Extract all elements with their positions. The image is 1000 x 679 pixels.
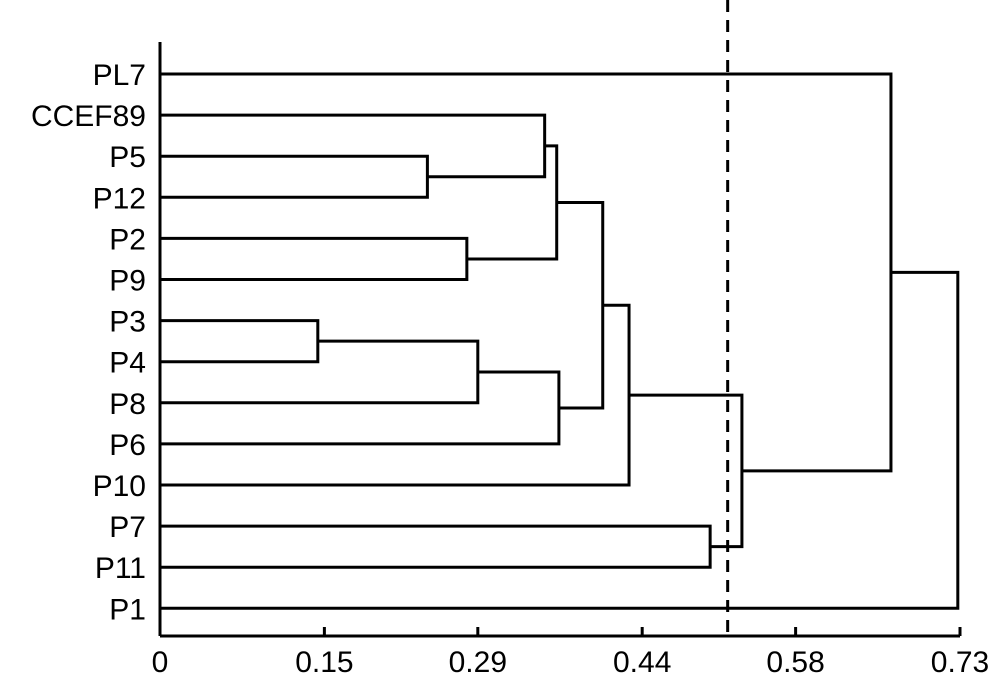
dendrogram-link-m11 bbox=[629, 393, 744, 549]
leaf-label-p7: P7 bbox=[109, 511, 146, 544]
dendrogram-link-m10 bbox=[160, 524, 712, 569]
leaf-label-p6: P6 bbox=[109, 429, 146, 462]
leaf-label-p10: P10 bbox=[93, 470, 146, 503]
leaf-label-ccef89: CCEF89 bbox=[31, 100, 146, 133]
dendrogram-link-m2 bbox=[160, 154, 429, 199]
x-axis-ticks: 0 0.15 0.29 0.44 0.58 0.73 bbox=[152, 627, 989, 679]
dendrogram-link-m3 bbox=[160, 236, 469, 281]
dendrogram-link-m8 bbox=[556, 200, 605, 410]
x-tick-label: 0 bbox=[152, 646, 169, 679]
dendrogram-link-m1 bbox=[160, 319, 320, 364]
dendrogram-links bbox=[160, 72, 960, 610]
leaf-label-pl7: PL7 bbox=[93, 59, 146, 92]
x-tick-label: 0.15 bbox=[295, 646, 353, 679]
leaf-label-p4: P4 bbox=[109, 347, 146, 380]
dendrogram-link-m13 bbox=[160, 270, 960, 610]
leaf-label-p8: P8 bbox=[109, 388, 146, 421]
dendrogram-link-m7 bbox=[466, 144, 559, 261]
leaf-label-p2: P2 bbox=[109, 223, 146, 256]
dendrogram-link-m5 bbox=[160, 113, 547, 179]
leaf-label-p12: P12 bbox=[93, 182, 146, 215]
leaf-label-p5: P5 bbox=[109, 141, 146, 174]
x-tick-label: 0.29 bbox=[449, 646, 507, 679]
leaf-labels: PL7 CCEF89 P5 P12 P2 P9 P3 P4 P8 P6 P10 P7 P11 P1 bbox=[31, 59, 146, 626]
leaf-label-p9: P9 bbox=[109, 265, 146, 298]
x-tick-label: 0.58 bbox=[766, 646, 824, 679]
dendrogram-link-m9 bbox=[160, 303, 631, 487]
dendrogram-link-m4 bbox=[160, 339, 480, 405]
leaf-label-p11: P11 bbox=[95, 552, 146, 585]
x-tick-label: 0.73 bbox=[931, 646, 989, 679]
dendrogram-link-m6 bbox=[160, 370, 561, 446]
dendrogram-link-m12 bbox=[160, 72, 893, 473]
x-tick-label: 0.44 bbox=[613, 646, 671, 679]
leaf-label-p3: P3 bbox=[109, 306, 146, 339]
leaf-label-p1: P1 bbox=[109, 593, 146, 626]
